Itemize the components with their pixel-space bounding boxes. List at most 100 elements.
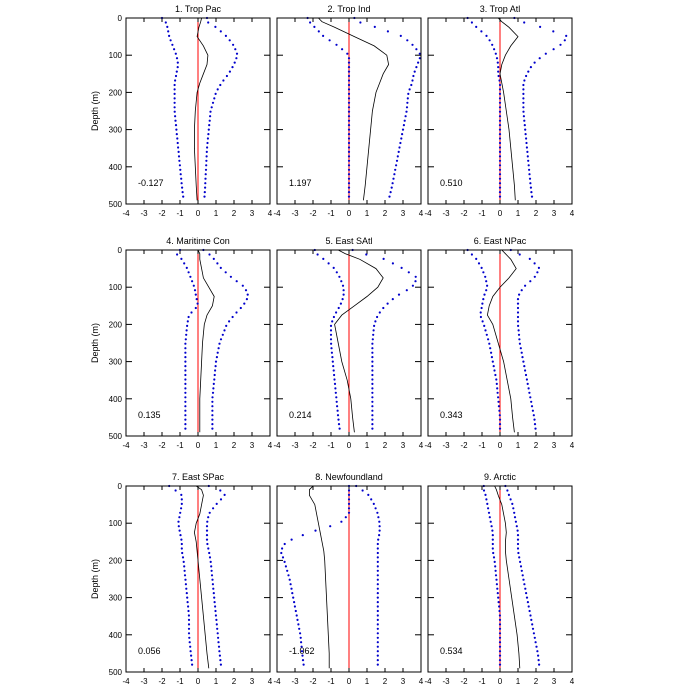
- upper-bound-dots-point: [218, 342, 221, 345]
- lower-bound-dots-point: [492, 556, 496, 559]
- upper-bound-dots-point: [204, 177, 207, 180]
- lower-bound-dots-point: [187, 605, 190, 608]
- y-tick-label: 200: [109, 320, 123, 329]
- lower-bound-dots-point: [169, 39, 172, 42]
- lower-bound-dots-point: [498, 110, 502, 113]
- upper-bound-dots-point: [523, 124, 526, 127]
- lower-bound-dots-point: [177, 155, 181, 158]
- lower-bound-dots-point: [187, 623, 191, 626]
- upper-bound-dots-point: [402, 124, 405, 127]
- upper-bound-dots-point: [211, 427, 214, 430]
- panel-value-label: 0.343: [440, 410, 463, 420]
- lower-bound-dots-point: [174, 74, 178, 78]
- lower-bound-dots-point: [497, 405, 500, 408]
- upper-bound-dots-point: [514, 520, 518, 523]
- lower-bound-dots-point: [498, 195, 502, 198]
- lower-bound-dots-point: [347, 137, 351, 140]
- panel-1: 1. Trop Pac -4 -3 -2 -1 0 1 2 3 4 0 100 200 300 400 500…: [90, 4, 273, 218]
- upper-bound-dots-point: [529, 66, 533, 69]
- upper-bound-dots-point: [376, 569, 379, 572]
- upper-bound-dots-point: [563, 39, 566, 42]
- upper-bound-dots-point: [522, 115, 526, 118]
- upper-bound-dots-point: [372, 329, 375, 332]
- lower-bound-dots-point: [496, 61, 499, 64]
- lower-bound-dots-point: [498, 627, 502, 630]
- lower-bound-dots-point: [337, 418, 340, 421]
- x-tick-label: 2: [534, 677, 539, 686]
- upper-bound-dots-point: [400, 137, 403, 140]
- panel-6: 6. East NPac -4 -3 -2 -1 0 1 2 3 4 0.343: [424, 236, 574, 450]
- upper-bound-dots-point: [203, 195, 206, 198]
- upper-bound-dots-point: [216, 262, 219, 265]
- upper-bound-dots-point: [417, 61, 420, 64]
- upper-bound-dots-point: [214, 614, 217, 617]
- lower-bound-dots-point: [492, 365, 495, 368]
- lower-bound-dots-point: [492, 551, 495, 555]
- x-tick-label: 1: [516, 441, 521, 450]
- lower-bound-dots-point: [175, 70, 178, 73]
- lower-bound-dots-point: [180, 493, 183, 496]
- panel-3: 3. Trop Atl -4 -3 -2 -1 0 1 2 3 4 0.510: [424, 4, 574, 218]
- upper-bound-dots-point: [414, 280, 417, 283]
- lower-bound-dots-point: [498, 182, 502, 185]
- x-tick-label: -2: [158, 209, 166, 218]
- upper-bound-dots-point: [378, 534, 381, 537]
- lower-bound-dots-point: [498, 101, 502, 104]
- panel-4: 4. Maritime Con -4 -3 -2 -1 0 1 2 3 4 0 100 200 300 40…: [90, 236, 273, 450]
- panel-value-label: 0.534: [440, 646, 463, 656]
- upper-bound-dots-point: [378, 529, 381, 532]
- upper-bound-dots-point: [415, 66, 418, 69]
- upper-bound-dots-point: [532, 632, 536, 635]
- upper-bound-dots-point: [523, 583, 526, 586]
- upper-bound-dots-point: [376, 592, 379, 595]
- lower-bound-dots-point: [495, 378, 498, 381]
- x-tick-label: 4: [570, 677, 575, 686]
- upper-bound-dots-point: [539, 25, 542, 28]
- lower-bound-dots: [482, 484, 502, 666]
- upper-bound-dots-point: [538, 57, 541, 60]
- x-tick-label: 0: [498, 209, 503, 218]
- x-tick-label: 2: [232, 209, 237, 218]
- lower-bound-dots-point: [184, 414, 187, 417]
- lower-bound-dots-point: [486, 284, 489, 287]
- upper-bound-dots-point: [241, 284, 244, 287]
- lower-bound-dots-point: [289, 583, 292, 586]
- lower-bound-dots-point: [347, 186, 351, 189]
- lower-bound-dots-point: [322, 257, 325, 260]
- lower-bound-dots-point: [487, 338, 490, 341]
- lower-bound-dots-point: [293, 601, 296, 604]
- upper-bound-dots-point: [219, 30, 222, 33]
- lower-bound-dots-point: [494, 569, 497, 572]
- upper-bound-dots-point: [512, 507, 515, 510]
- lower-bound-dots-point: [179, 173, 182, 176]
- mean-profile-line: [497, 17, 519, 201]
- upper-bound-dots-point: [211, 409, 214, 412]
- lower-bound-dots-point: [347, 498, 351, 501]
- lower-bound-dots-point: [184, 347, 187, 350]
- upper-bound-dots-point: [376, 663, 379, 666]
- mean-profile-line: [486, 249, 517, 433]
- upper-bound-dots-point: [208, 551, 211, 555]
- lower-bound-dots-point: [488, 39, 491, 42]
- y-tick-label: 300: [109, 126, 123, 135]
- upper-bound-dots-point: [372, 502, 375, 505]
- upper-bound-dots-point: [527, 605, 530, 608]
- lower-bound-dots-point: [180, 547, 183, 550]
- lower-bound-dots-point: [347, 79, 351, 82]
- upper-bound-dots-point: [506, 489, 509, 492]
- lower-bound-dots-point: [346, 52, 349, 55]
- lower-bound-dots-point: [317, 30, 320, 33]
- upper-bound-dots-point: [532, 414, 535, 417]
- upper-bound-dots-point: [374, 320, 377, 323]
- lower-bound-dots-point: [496, 391, 499, 394]
- panel-frame: [276, 17, 422, 205]
- lower-bound-dots-point: [281, 547, 284, 550]
- lower-bound-dots-point: [498, 663, 502, 666]
- upper-bound-dots-point: [520, 351, 523, 354]
- lower-bound-dots-point: [313, 25, 316, 28]
- upper-bound-dots: [355, 484, 381, 666]
- lower-bound-dots-point: [328, 39, 331, 42]
- x-tick-label: -2: [158, 677, 166, 686]
- lower-bound-dots-point: [498, 124, 502, 127]
- upper-bound-dots-point: [406, 97, 409, 100]
